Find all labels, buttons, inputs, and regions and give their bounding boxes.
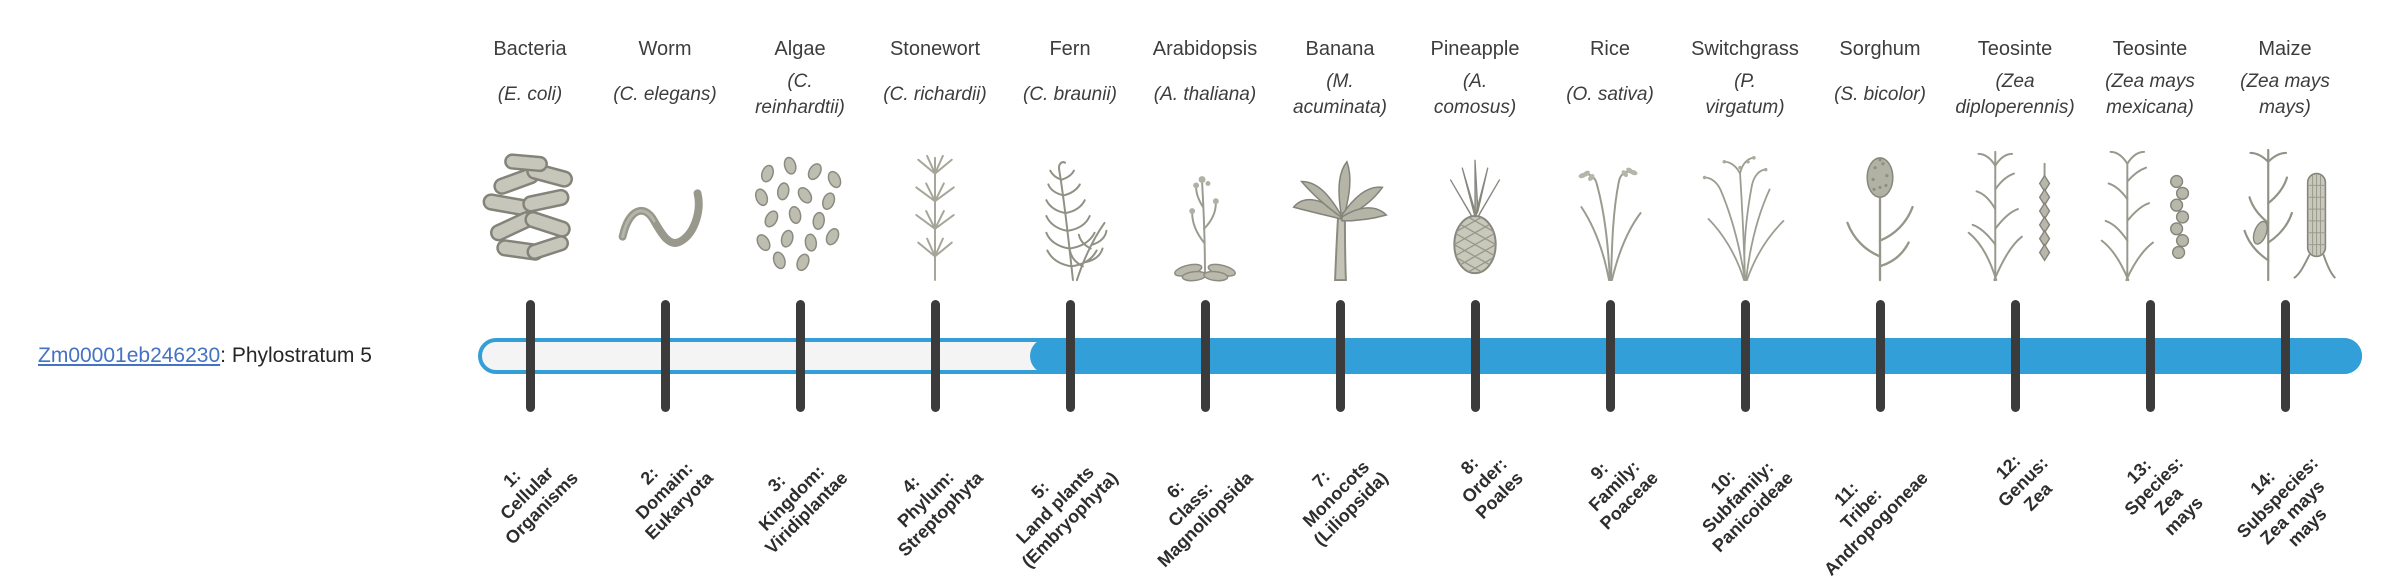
teosinte2-illustration <box>2095 146 2205 284</box>
species-scientific-name: (Zea diploperennis) <box>1955 71 2075 118</box>
divergence-tick <box>1875 300 1885 412</box>
species-header: Banana (M. acuminata) <box>1273 36 1408 121</box>
species-header: Teosinte (Zea diploperennis) <box>1948 36 2083 121</box>
divergence-tick <box>795 300 805 412</box>
species-scientific-name: (A. thaliana) <box>1153 84 1257 105</box>
divergence-tick <box>525 300 535 412</box>
divergence-tick <box>1065 300 1075 412</box>
species-scientific-name: (E. coli) <box>497 84 563 105</box>
divergence-tick <box>930 300 940 412</box>
phylostratum-axis-label: 9: Family: Poaceae <box>1584 456 1662 534</box>
species-header: Rice (O. sativa) <box>1543 36 1678 121</box>
species-common-name: Algae <box>774 38 826 60</box>
gene-id-link[interactable]: Zm00001eb246230 <box>38 344 221 367</box>
banana-illustration <box>1285 146 1395 284</box>
species-scientific-name: (S. bicolor) <box>1834 84 1926 105</box>
species-common-name: Bacteria <box>493 38 567 60</box>
phylostratum-axis-label: 5: Land plants (Embryophyta) <box>1012 462 1122 572</box>
phylostratum-axis-label: 10: Subfamily: Panicoideae <box>1698 457 1797 557</box>
species-scientific-name: (C. elegans) <box>613 84 717 105</box>
species-common-name: Rice <box>1589 38 1630 60</box>
timeline-fill <box>1030 338 2362 374</box>
species-header: Bacteria (E. coli) <box>463 36 598 121</box>
species-scientific-name: (Zea mays mexicana) <box>2105 71 2195 118</box>
maize-illustration <box>2230 146 2340 284</box>
phylostratum-axis-label: 1: Cellular Organisms <box>496 462 582 549</box>
arabidopsis-illustration <box>1150 146 1260 284</box>
fern-illustration <box>1015 146 1125 284</box>
species-common-name: Banana <box>1305 38 1375 60</box>
species-common-name: Arabidopsis <box>1152 38 1258 60</box>
gene-label: Zm00001eb246230: Phylostratum 5 <box>38 344 372 368</box>
rice-illustration <box>1555 146 1665 284</box>
phylostratum-axis-label: 13: Species: Zea mays <box>2120 452 2207 540</box>
worm-illustration <box>610 146 720 284</box>
bacteria-illustration <box>475 146 585 284</box>
species-header: Fern (C. braunii) <box>1003 36 1138 121</box>
divergence-tick <box>1335 300 1345 412</box>
phylostratum-axis-label: 2: Domain: Eukaryota <box>631 458 717 544</box>
species-scientific-name: (C. richardii) <box>883 84 987 105</box>
species-scientific-name: (P. virgatum) <box>1705 71 1785 118</box>
stonewort-illustration <box>880 146 990 284</box>
divergence-tick <box>1470 300 1480 412</box>
sorghum-illustration <box>1825 146 1935 284</box>
algae-illustration <box>745 146 855 284</box>
phylostratum-axis-label: 4: Phylum: Streptophyta <box>893 466 987 561</box>
species-header: Teosinte (Zea mays mexicana) <box>2083 36 2218 121</box>
phylostratum-axis-label: 14: Subspecies: Zea mays mays <box>2232 452 2331 551</box>
species-scientific-name: (A. comosus) <box>1433 71 1517 118</box>
species-header: Sorghum (S. bicolor) <box>1813 36 1948 121</box>
species-common-name: Fern <box>1049 38 1091 60</box>
divergence-tick <box>2280 300 2290 412</box>
switchgrass-illustration <box>1690 146 1800 284</box>
gene-phylostratum-text: : Phylostratum 5 <box>220 344 372 367</box>
species-common-name: Pineapple <box>1430 38 1520 60</box>
species-common-name: Stonewort <box>889 38 981 60</box>
species-common-name: Teosinte <box>1977 38 2053 60</box>
species-header: Switchgrass (P. virgatum) <box>1678 36 1813 121</box>
species-common-name: Teosinte <box>2112 38 2188 60</box>
teosinte-illustration <box>1960 146 2070 284</box>
species-header: Worm (C. elegans) <box>598 36 733 121</box>
species-common-name: Sorghum <box>1839 38 1921 60</box>
phylostratum-axis-label: 12: Genus: Zea <box>1991 450 2056 515</box>
species-header: Stonewort (C. richardii) <box>868 36 1003 121</box>
divergence-tick <box>1200 300 1210 412</box>
species-scientific-name: (O. sativa) <box>1566 84 1654 105</box>
divergence-tick <box>2145 300 2155 412</box>
species-header: Arabidopsis (A. thaliana) <box>1138 36 1273 121</box>
phylostratum-axis-label: 6: Class: Magnoliopsida <box>1153 467 1257 571</box>
phylostratum-axis-label: 8: Order: Poales <box>1456 452 1527 523</box>
phylostratum-axis-label: 7: Monocots (Liliopsida) <box>1298 456 1392 550</box>
species-scientific-name: (Zea mays mays) <box>2240 71 2330 118</box>
species-scientific-name: (C. reinhardtii) <box>755 71 845 118</box>
phylostratum-axis-label: 3: Kingdom: Viridiplantae <box>755 461 852 558</box>
species-header: Pineapple (A. comosus) <box>1408 36 1543 121</box>
species-header: Algae (C. reinhardtii) <box>733 36 868 121</box>
pineapple-illustration <box>1420 146 1530 284</box>
phylostratum-axis-label: 11: Tribe: Andropogoneae <box>1820 467 1932 580</box>
species-scientific-name: (M. acuminata) <box>1293 71 1387 118</box>
species-common-name: Switchgrass <box>1691 38 1799 60</box>
species-header: Maize (Zea mays mays) <box>2218 36 2353 121</box>
species-scientific-name: (C. braunii) <box>1023 84 1117 105</box>
species-common-name: Worm <box>638 38 692 60</box>
divergence-tick <box>1740 300 1750 412</box>
divergence-tick <box>660 300 670 412</box>
species-common-name: Maize <box>2258 38 2312 60</box>
divergence-tick <box>2010 300 2020 412</box>
divergence-tick <box>1605 300 1615 412</box>
